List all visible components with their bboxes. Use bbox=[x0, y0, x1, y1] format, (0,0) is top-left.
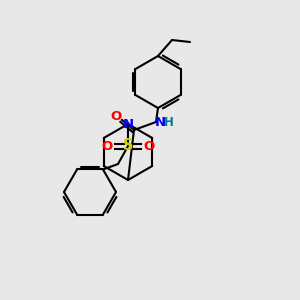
Text: S: S bbox=[123, 139, 133, 154]
Text: O: O bbox=[143, 140, 155, 152]
Text: H: H bbox=[164, 116, 174, 128]
Text: O: O bbox=[101, 140, 112, 152]
Text: O: O bbox=[110, 110, 122, 122]
Text: N: N bbox=[122, 118, 134, 130]
Text: N: N bbox=[154, 116, 166, 128]
